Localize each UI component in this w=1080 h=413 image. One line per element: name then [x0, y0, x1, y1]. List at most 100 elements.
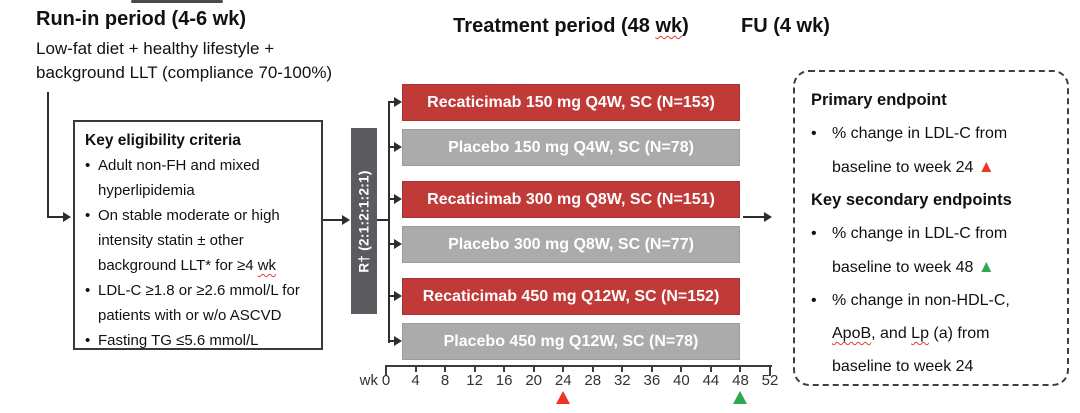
arm-placebo-150-q4w: Placebo 150 mg Q4W, SC (N=78) [402, 129, 740, 166]
eligibility-item-wavy-word: wk [257, 257, 277, 274]
eligibility-item: • On stable moderate or high intensity st… [83, 203, 313, 278]
axis-tick-label: 52 [761, 372, 779, 389]
randomization-to-trunk-line [377, 219, 389, 221]
arm-placebo-300-q8w: Placebo 300 mg Q8W, SC (N=77) [402, 226, 740, 263]
branch-arrowhead-icon [394, 97, 402, 107]
followup-period-title: FU (4 wk) [741, 15, 830, 37]
axis-tick-label: 8 [440, 372, 450, 389]
axis-tick-label: 16 [495, 372, 513, 389]
secondary-endpoint-item: • % change in LDL-C from baseline to week… [811, 217, 1051, 284]
bullet-icon: • [85, 282, 91, 299]
eligibility-item: • Fasting TG ≤5.6 mmol/L [83, 328, 313, 353]
secondary-endpoint-item: • % change in non-HDL-C, ApoB, and Lp (a) … [811, 284, 1051, 383]
bullet-icon: • [811, 125, 817, 142]
axis-tick-label: 36 [643, 372, 661, 389]
runin-connector-arrowhead-icon [63, 212, 71, 222]
eligibility-item-text: Adult non-FH and mixed hyperlipidemia [98, 157, 260, 199]
primary-endpoint-text: % change in LDL-C from baseline to week … [832, 125, 1008, 176]
bullet-icon: • [85, 207, 91, 224]
secondary-endpoint-text: % change in non-HDL-C, [832, 292, 1010, 309]
primary-endpoint-item: • % change in LDL-C from baseline to week… [811, 117, 1051, 184]
axis-tick [591, 365, 594, 372]
axis-tick [650, 365, 653, 372]
axis-tick-label: 28 [584, 372, 602, 389]
eligibility-criteria-box: Key eligibility criteria • Adult non-FH a… [73, 120, 323, 350]
bullet-icon: • [85, 332, 91, 349]
arm-recaticimab-150-q4w: Recaticimab 150 mg Q4W, SC (N=153) [402, 84, 740, 121]
arms-to-endpoints-line [743, 216, 765, 218]
eligibility-item: • Adult non-FH and mixed hyperlipidemia [83, 153, 313, 203]
branch-arrowhead-icon [394, 239, 402, 249]
branch-line [388, 146, 395, 148]
secondary-endpoints-title: Key secondary endpoints [811, 191, 1012, 209]
secondary-endpoint-text: (a) from baseline to week 24 [832, 325, 990, 375]
arms-to-endpoints-arrowhead-icon [764, 212, 772, 222]
secondary-endpoint-text: % change in LDL-C from baseline to week … [832, 225, 1008, 276]
axis-tick [621, 365, 624, 372]
bullet-icon: • [85, 157, 91, 174]
runin-subtitle-line1: Low-fat diet + healthy lifestyle + [36, 39, 275, 58]
axis-tick [769, 365, 771, 376]
red-triangle-icon: ▲ [977, 157, 995, 176]
branch-line [388, 101, 395, 103]
axis-tick [709, 365, 712, 372]
green-triangle-icon: ▲ [977, 257, 995, 276]
runin-subtitle-line2: background LLT (compliance 70-100%) [36, 63, 333, 82]
eligibility-item-text: LDL-C ≥1.8 or ≥2.6 mmol/L for patients w… [98, 282, 300, 324]
arm-placebo-450-q12w: Placebo 450 mg Q12W, SC (N=78) [402, 323, 740, 360]
randomization-label: R† (2:1:2:1:2:1) [356, 169, 372, 273]
week-axis-unit-label: wk [359, 372, 378, 389]
arm-recaticimab-450-q12w: Recaticimab 450 mg Q12W, SC (N=152) [402, 278, 740, 315]
randomization-box: R† (2:1:2:1:2:1) [351, 128, 377, 314]
axis-tick-label: 12 [466, 372, 483, 389]
eligibility-to-randomization-arrowhead-icon [342, 215, 350, 225]
axis-tick [385, 365, 387, 376]
treatment-title-text: Treatment period (48 [453, 15, 656, 37]
week24-triangle-icon [556, 391, 570, 404]
secondary-endpoint-wavy-word: Lp [911, 325, 929, 342]
arm-recaticimab-300-q8w: Recaticimab 300 mg Q8W, SC (N=151) [402, 181, 740, 218]
runin-period-title: Run-in period (4-6 wk) [36, 8, 246, 30]
branch-line [388, 198, 395, 200]
primary-endpoint-title: Primary endpoint [811, 91, 947, 109]
eligibility-item-text: Fasting TG ≤5.6 mmol/L [98, 332, 259, 349]
runin-period-subtitle: Low-fat diet + healthy lifestyle + backg… [36, 37, 332, 85]
eligibility-item-text: On stable moderate or high intensity sta… [98, 207, 280, 274]
branch-arrowhead-icon [394, 336, 402, 346]
axis-tick-label: 0 [381, 372, 391, 389]
axis-tick [473, 365, 476, 372]
axis-tick-label: 32 [613, 372, 631, 389]
endpoints-box: Primary endpoint • % change in LDL-C from… [793, 70, 1069, 386]
secondary-endpoint-wavy-word: ApoB [832, 325, 872, 342]
axis-tick [680, 365, 683, 372]
treatment-title-close: ) [682, 15, 689, 37]
branch-line [388, 295, 395, 297]
axis-tick-label: 40 [673, 372, 690, 389]
axis-tick-label: 24 [554, 372, 572, 389]
axis-tick-label: 20 [525, 372, 543, 389]
branch-trunk-line [388, 101, 390, 343]
week48-triangle-icon [733, 391, 747, 404]
branch-line [388, 340, 395, 342]
axis-tick-label: 44 [702, 372, 720, 389]
branch-arrowhead-icon [394, 142, 402, 152]
runin-connector-horizontal-line [47, 216, 64, 218]
eligibility-item: • LDL-C ≥1.8 or ≥2.6 mmol/L for patients … [83, 278, 313, 328]
branch-line [388, 243, 395, 245]
treatment-period-title: Treatment period (48 wk) [402, 15, 740, 38]
axis-tick [503, 365, 506, 372]
axis-tick [562, 365, 565, 372]
axis-tick-label: 48 [732, 372, 749, 389]
secondary-endpoint-text: , and [871, 325, 912, 342]
axis-tick [532, 365, 535, 372]
week-axis-line [385, 365, 772, 367]
axis-tick-label: 4 [411, 372, 420, 389]
bullet-icon: • [811, 225, 817, 242]
eligibility-to-randomization-line [323, 219, 343, 221]
screenshot-artifact [131, 0, 223, 3]
axis-tick [414, 365, 417, 372]
bullet-icon: • [811, 292, 817, 309]
axis-tick [444, 365, 447, 372]
treatment-title-wavy-word: wk [655, 15, 683, 37]
